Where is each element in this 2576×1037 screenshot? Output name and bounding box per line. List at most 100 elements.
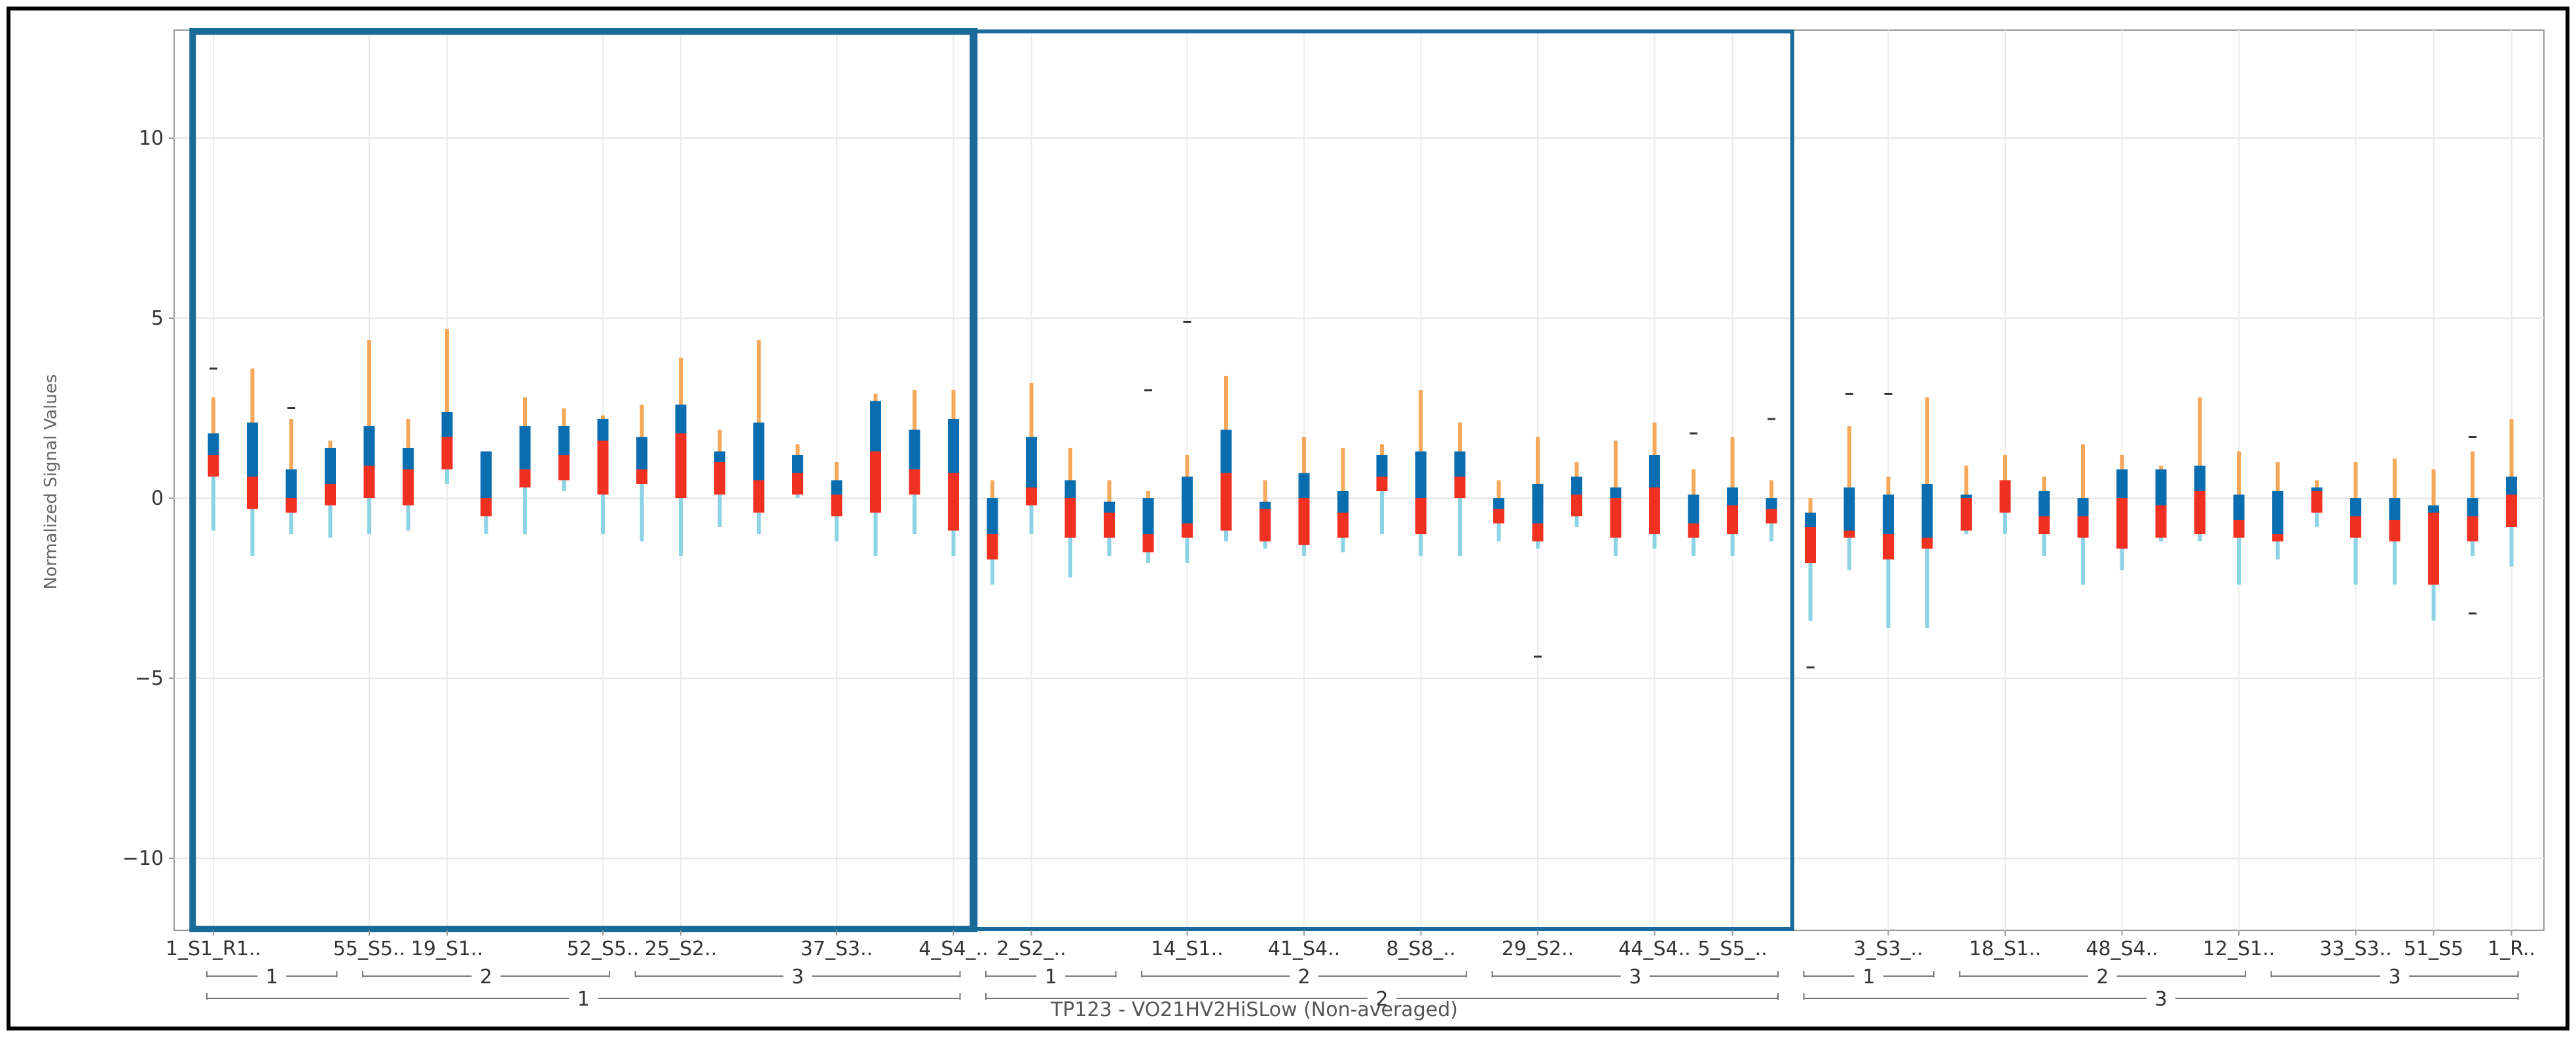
lower-box: [1805, 527, 1816, 563]
box-27: [1220, 376, 1232, 541]
upper-whisker: [2198, 397, 2202, 466]
y-tick-label: 5: [151, 307, 164, 330]
x-tick-label: 44_S4..: [1618, 937, 1690, 960]
lower-whisker: [913, 494, 916, 534]
upper-box: [2039, 491, 2050, 517]
sub-group-bracket: 1: [985, 966, 1117, 989]
box-4: [325, 441, 336, 538]
upper-box: [1843, 487, 1855, 531]
lower-whisker: [1341, 537, 1345, 553]
box-14: [714, 429, 725, 527]
box-53: [2233, 451, 2245, 585]
upper-box: [636, 437, 647, 469]
upper-box: [1921, 484, 1933, 538]
lower-whisker: [328, 505, 333, 538]
box-3: [285, 407, 297, 534]
group-highlight-frame: [970, 29, 1794, 931]
lower-box: [1688, 523, 1699, 538]
upper-box: [909, 429, 920, 469]
upper-box: [2194, 465, 2205, 491]
lower-whisker: [445, 469, 449, 484]
lower-box: [2077, 516, 2089, 538]
box-43: [1843, 393, 1855, 570]
lower-whisker: [990, 559, 994, 585]
upper-whisker: [1185, 455, 1189, 477]
box-39: [1688, 432, 1699, 556]
lower-box: [1883, 534, 1894, 560]
box-35: [1532, 437, 1544, 658]
box-18: [870, 393, 881, 556]
sub-group-bracket: 2: [1141, 966, 1467, 989]
bracket-label: 2: [1375, 988, 1388, 1011]
box-42: [1805, 498, 1816, 668]
upper-whisker: [445, 329, 449, 412]
lower-box: [1142, 534, 1154, 553]
x-tick-label: 4_S4_..: [918, 937, 988, 960]
lower-box: [2155, 505, 2167, 538]
upper-box: [1182, 477, 1193, 524]
lower-box: [2506, 494, 2517, 527]
upper-whisker: [1769, 480, 1773, 498]
upper-box: [2506, 477, 2517, 495]
lower-box: [1260, 509, 1271, 541]
upper-box: [597, 419, 609, 441]
upper-box: [1610, 487, 1622, 498]
bracket-label: 3: [2388, 966, 2401, 989]
upper-box: [2311, 487, 2323, 491]
upper-whisker: [1224, 376, 1228, 430]
box-58: [2428, 469, 2439, 621]
y-tick-label: 10: [139, 127, 164, 150]
box-23: [1064, 448, 1076, 577]
lower-whisker: [1185, 537, 1189, 563]
sub-group-bracket: 3: [634, 966, 961, 989]
bracket-label: 2: [1297, 966, 1310, 989]
lower-whisker: [289, 513, 293, 534]
bracket-label: 2: [480, 966, 492, 989]
bracket-label: 1: [577, 988, 590, 1011]
upper-box: [1805, 513, 1816, 527]
lower-whisker: [1419, 534, 1423, 556]
upper-whisker: [1614, 441, 1618, 488]
box-16: [792, 444, 803, 498]
x-tick-label: 1_R..: [2488, 937, 2535, 960]
lower-whisker: [951, 530, 956, 556]
box-33: [1454, 422, 1466, 556]
box-46: [1961, 465, 1972, 534]
lower-whisker: [250, 509, 255, 556]
lower-box: [2194, 491, 2205, 534]
box-20: [948, 390, 959, 556]
lower-box: [1766, 509, 1777, 524]
upper-box: [1571, 477, 1582, 495]
lower-whisker: [1769, 523, 1773, 541]
lower-box: [792, 473, 803, 495]
lower-whisker: [523, 487, 527, 534]
x-tick-label: 37_S3..: [801, 937, 873, 960]
lower-whisker: [1652, 534, 1657, 549]
box-7: [441, 329, 453, 484]
lower-whisker: [1029, 505, 1034, 534]
box-22: [1026, 383, 1037, 534]
lower-whisker: [406, 505, 410, 531]
upper-box: [1493, 498, 1504, 509]
lower-whisker: [1068, 537, 1072, 577]
x-tick-label: 41_S4..: [1268, 937, 1340, 960]
upper-box: [403, 448, 414, 469]
lower-whisker: [211, 477, 215, 531]
lower-box: [2233, 520, 2245, 538]
box-6: [403, 419, 414, 531]
lower-whisker: [601, 494, 605, 534]
lower-box: [1104, 513, 1115, 538]
lower-whisker: [484, 516, 488, 534]
lower-whisker: [1458, 498, 1462, 556]
x-tick-label: 52_S5..: [567, 937, 639, 960]
lower-box: [987, 534, 998, 560]
box-9: [519, 397, 531, 534]
lower-whisker: [562, 480, 566, 491]
lower-box: [2272, 534, 2283, 541]
lower-whisker: [679, 498, 683, 556]
lower-box: [1727, 505, 1738, 534]
lower-whisker: [1614, 537, 1618, 556]
upper-whisker: [2237, 451, 2241, 495]
box-41: [1766, 418, 1777, 541]
box-29: [1298, 437, 1310, 556]
